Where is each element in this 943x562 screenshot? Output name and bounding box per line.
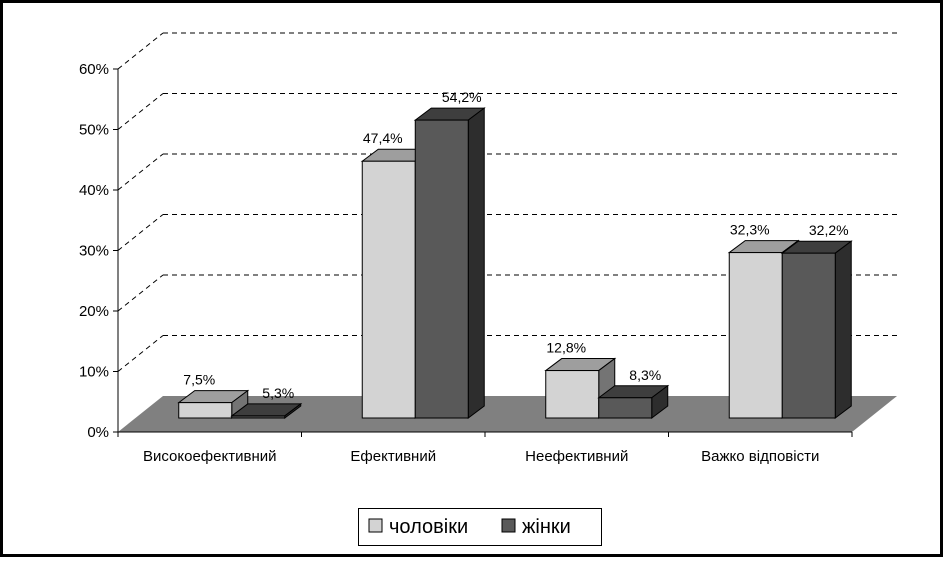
axes: 0% 10% 20% 30% 40% 50% 60% Високоефективний Ефек… — [79, 61, 853, 465]
bar — [597, 384, 670, 419]
x-tick-label: Ефективний — [350, 448, 436, 465]
data-label: 47,4% — [363, 130, 403, 146]
gridline-side — [117, 214, 164, 251]
bar-front — [231, 415, 286, 419]
y-tick-label: 60% — [79, 61, 109, 78]
legend-label-men: чоловіки — [389, 516, 468, 538]
gridline-side — [117, 153, 164, 191]
y-tick-label: 50% — [79, 122, 109, 139]
data-label: 7,5% — [183, 372, 215, 388]
data-label: 8,3% — [629, 367, 661, 383]
chart-floor — [118, 396, 897, 432]
data-label: 32,3% — [730, 222, 770, 238]
data-labels: 7,5% 5,3% 47,4% 54,2% 12,8% 8,3% 32,3% 32,2% — [183, 89, 848, 401]
gridlines — [117, 32, 897, 372]
legend-box — [358, 508, 602, 546]
gridline-side — [117, 335, 164, 372]
y-tick-label: 30% — [79, 243, 109, 260]
y-tick-label: 40% — [79, 182, 109, 199]
bar — [177, 389, 250, 419]
legend-label-women: жінки — [522, 516, 571, 538]
x-tick-label: Неефективний — [525, 448, 628, 465]
bar-front — [361, 160, 416, 419]
legend-swatch-women — [501, 518, 516, 533]
gridline-side — [117, 93, 164, 130]
data-label: 32,2% — [809, 222, 849, 238]
bar-front — [781, 252, 836, 419]
bar-side — [467, 107, 485, 419]
gridline-side — [117, 32, 164, 70]
bar-front — [178, 402, 233, 419]
data-label: 5,3% — [262, 385, 294, 401]
bar-side — [834, 240, 852, 419]
bar — [413, 107, 486, 419]
bar — [780, 240, 853, 419]
x-tick-label: Високоефективний — [143, 448, 276, 465]
bar — [230, 402, 303, 419]
bar-front — [598, 397, 653, 419]
bar-front — [728, 252, 783, 419]
y-tick-label: 10% — [79, 364, 109, 381]
y-tick-label: 20% — [79, 303, 109, 320]
data-label: 54,2% — [442, 89, 482, 105]
data-label: 12,8% — [546, 340, 586, 356]
gridline-side — [117, 274, 164, 312]
bar-front — [545, 370, 600, 419]
legend-swatch-men — [368, 518, 383, 533]
y-tick-label: 0% — [87, 424, 109, 441]
bars — [177, 107, 853, 419]
x-tick-label: Важко відповісти — [701, 448, 819, 465]
bar-front — [414, 119, 469, 419]
legend: чоловіки жінки — [358, 508, 602, 546]
